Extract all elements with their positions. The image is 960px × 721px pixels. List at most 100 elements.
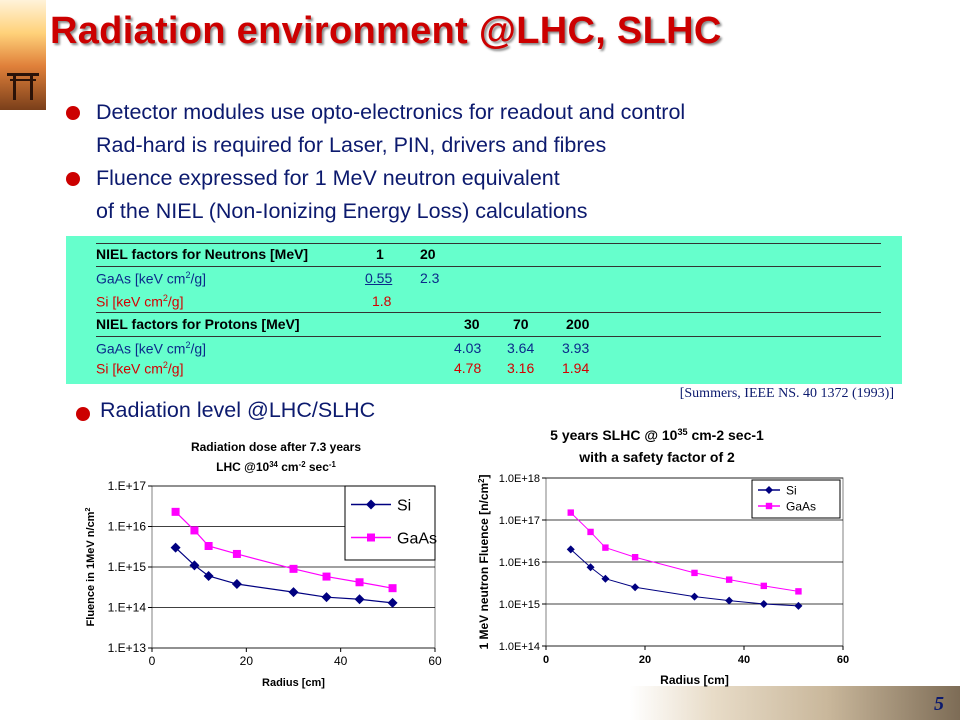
firework-decoration bbox=[0, 0, 46, 110]
bullet-dot-icon bbox=[66, 106, 80, 120]
data-point-si bbox=[566, 545, 575, 554]
data-point-gaas bbox=[204, 542, 213, 551]
data-point-si bbox=[794, 601, 803, 610]
x-tick-label: 20 bbox=[639, 654, 651, 666]
data-point-gaas bbox=[760, 582, 767, 590]
data-point-gaas bbox=[567, 509, 574, 516]
data-point-gaas bbox=[587, 528, 594, 536]
slhc-fluence-chart: 5 years SLHC @ 1035 cm-2 sec-1 with a saf… bbox=[462, 420, 864, 710]
bullet-text: Radiation level @LHC/SLHC bbox=[100, 398, 376, 422]
data-point-si bbox=[631, 583, 640, 592]
table-rule bbox=[96, 266, 881, 267]
legend-label: GaAs bbox=[786, 499, 816, 513]
data-point-si bbox=[759, 600, 768, 608]
x-tick-label: 20 bbox=[240, 654, 254, 668]
chart-title: Radiation dose after 7.3 years bbox=[191, 440, 361, 454]
data-point-si bbox=[725, 596, 734, 605]
data-point-si bbox=[354, 594, 365, 605]
data-point-gaas bbox=[388, 584, 397, 593]
data-point-gaas bbox=[232, 549, 241, 558]
niel-value: 0.55 bbox=[365, 270, 393, 286]
y-axis-label: 1 MeV neutron Fluence [n/cm2] bbox=[477, 474, 492, 649]
niel-value: 2.3 bbox=[420, 270, 440, 286]
y-tick-label: 1.E+17 bbox=[108, 479, 147, 493]
legend-marker bbox=[367, 533, 375, 542]
data-point-si bbox=[189, 560, 200, 571]
bullet-line: Rad-hard is required for Laser, PIN, dri… bbox=[96, 133, 607, 157]
legend-marker bbox=[765, 502, 773, 510]
y-axis-label: Fluence in 1MeV n/cm2 bbox=[84, 508, 97, 627]
y-tick-label: 1.E+13 bbox=[108, 641, 147, 655]
x-axis-label: Radius [cm] bbox=[262, 677, 325, 689]
legend-label: Si bbox=[786, 483, 797, 497]
slide-title: Radiation environment @LHC, SLHC bbox=[50, 10, 722, 52]
row-label: GaAs [keV cm2/g] bbox=[96, 270, 207, 287]
y-tick-label: 1.E+16 bbox=[108, 520, 147, 534]
x-tick-label: 40 bbox=[334, 654, 348, 668]
chart-subtitle: with a safety factor of 2 bbox=[578, 449, 735, 465]
niel-value: 4.03 bbox=[454, 340, 482, 356]
table-rule bbox=[96, 312, 881, 313]
data-point-si bbox=[601, 574, 610, 583]
legend-label: GaAs bbox=[397, 530, 437, 547]
data-point-si bbox=[288, 587, 299, 598]
niel-value: 1.94 bbox=[562, 360, 590, 376]
chart-subtitle: LHC @1034 cm-2 sec-1 bbox=[216, 460, 336, 475]
niel-value: 3.64 bbox=[507, 340, 535, 356]
bullet-dot-icon bbox=[66, 172, 80, 186]
energy-value: 20 bbox=[420, 246, 436, 262]
energy-value: 200 bbox=[566, 316, 590, 332]
energy-value: 1 bbox=[376, 246, 384, 262]
y-tick-label: 1.0E+16 bbox=[499, 557, 540, 569]
niel-value: 4.78 bbox=[454, 360, 482, 376]
y-tick-label: 1.0E+15 bbox=[499, 599, 540, 611]
y-tick-label: 1.0E+18 bbox=[499, 473, 540, 485]
data-point-si bbox=[231, 579, 242, 590]
table-rule bbox=[96, 243, 881, 244]
y-tick-label: 1.0E+17 bbox=[499, 515, 540, 527]
energy-value: 30 bbox=[464, 316, 480, 332]
reference-citation: [Summers, IEEE NS. 40 1372 (1993)] bbox=[679, 386, 894, 401]
data-point-si bbox=[170, 542, 181, 553]
slhc-fluence-chart-svg: 5 years SLHC @ 1035 cm-2 sec-1 with a saf… bbox=[477, 427, 850, 687]
x-tick-label: 60 bbox=[428, 654, 442, 668]
bullet-list: Detector modules use opto-electronics fo… bbox=[66, 96, 946, 228]
torii-gate-icon bbox=[7, 73, 39, 100]
y-tick-label: 1.0E+14 bbox=[499, 641, 540, 653]
niel-value: 3.16 bbox=[507, 360, 535, 376]
chart-title: 5 years SLHC @ 1035 cm-2 sec-1 bbox=[550, 427, 764, 443]
data-point-gaas bbox=[289, 564, 298, 573]
data-point-gaas bbox=[725, 576, 733, 583]
bullet-line: Fluence expressed for 1 MeV neutron equi… bbox=[96, 166, 560, 190]
bullet-item: Detector modules use opto-electronics fo… bbox=[66, 96, 946, 162]
x-axis-label: Radius [cm] bbox=[660, 673, 729, 687]
header-label: NIEL factors for Neutrons [MeV] bbox=[96, 246, 309, 262]
data-point-si bbox=[690, 592, 699, 601]
bullet-line: Detector modules use opto-electronics fo… bbox=[96, 100, 686, 124]
x-tick-label: 0 bbox=[543, 654, 549, 666]
niel-value: 3.93 bbox=[562, 340, 590, 356]
landscape-decoration bbox=[630, 686, 960, 720]
legend-box bbox=[344, 485, 436, 561]
data-point-gaas bbox=[691, 569, 698, 577]
page-number: 5 bbox=[934, 693, 944, 715]
bullet-dot-icon bbox=[76, 407, 90, 421]
data-point-gaas bbox=[322, 572, 331, 581]
niel-factors-table: NIEL factors for Neutrons [MeV] 1 20 GaA… bbox=[66, 236, 902, 384]
legend-box bbox=[751, 479, 841, 519]
data-point-si bbox=[321, 592, 332, 603]
data-point-si bbox=[387, 597, 398, 608]
x-tick-label: 0 bbox=[149, 654, 156, 668]
data-point-gaas bbox=[795, 588, 802, 595]
niel-value: 1.8 bbox=[372, 293, 392, 309]
row-label: Si [keV cm2/g] bbox=[96, 360, 184, 377]
x-tick-label: 60 bbox=[837, 654, 849, 666]
bullet-line: of the NIEL (Non-Ionizing Energy Loss) c… bbox=[96, 199, 588, 223]
legend-marker bbox=[765, 486, 773, 494]
y-tick-label: 1.E+15 bbox=[108, 560, 147, 574]
energy-value: 70 bbox=[513, 316, 529, 332]
lhc-fluence-chart: Radiation dose after 7.3 years LHC @1034 … bbox=[80, 434, 455, 716]
header-label: NIEL factors for Protons [MeV] bbox=[96, 316, 300, 332]
row-label: GaAs [keV cm2/g] bbox=[96, 340, 207, 357]
y-tick-label: 1.E+14 bbox=[108, 601, 147, 615]
